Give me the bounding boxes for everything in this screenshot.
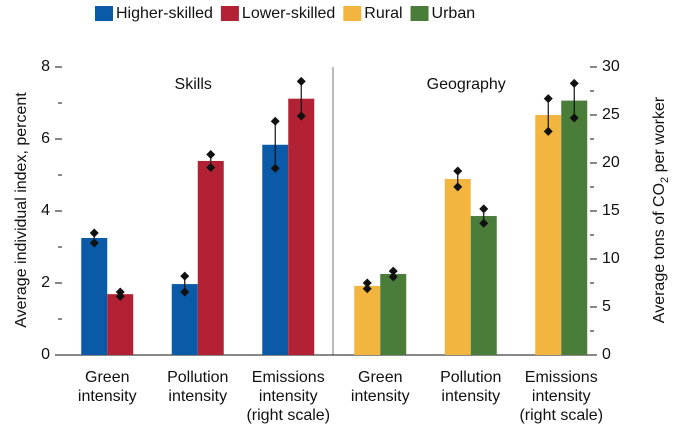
error-cap-low — [569, 113, 579, 123]
y-axis-label: Average individual index, percent — [13, 92, 30, 328]
error-cap-low — [206, 162, 216, 172]
error-cap-low — [362, 284, 372, 294]
bar — [107, 294, 134, 355]
bar — [380, 274, 407, 355]
error-cap-high — [453, 166, 463, 176]
legend-swatch — [343, 6, 362, 21]
error-cap-low — [89, 238, 99, 248]
y2-tick-label: 25 — [602, 106, 620, 123]
x-tick-label: intensity — [351, 388, 410, 405]
error-cap-high — [89, 228, 99, 238]
y-tick-label: 0 — [41, 346, 50, 363]
bar — [535, 115, 562, 355]
legend-label: Urban — [432, 5, 476, 22]
y-tick-label: 4 — [41, 202, 50, 219]
x-tick-label: intensity — [441, 388, 500, 405]
y2-axis-label-subscript: 2 — [659, 177, 671, 183]
error-cap-high — [362, 278, 372, 288]
error-cap-low — [180, 287, 190, 297]
x-tick-label: Emissions — [252, 369, 325, 386]
error-cap-high — [569, 78, 579, 88]
error-cap-high — [479, 204, 489, 214]
error-cap-high — [543, 94, 553, 104]
x-tick-label: Pollution — [167, 369, 228, 386]
x-tick-label: Green — [85, 369, 129, 386]
x-tick-label: Pollution — [440, 369, 501, 386]
x-tick-label: (right scale) — [246, 407, 330, 424]
error-cap-low — [115, 291, 125, 301]
bar — [470, 216, 497, 355]
x-tick-label: Emissions — [525, 369, 598, 386]
legend-swatch — [410, 6, 429, 21]
bar — [262, 144, 289, 355]
y-tick-label: 6 — [41, 130, 50, 147]
y2-axis-label: Average tons of CO2 per worker — [651, 96, 671, 323]
x-tick-label: intensity — [532, 388, 591, 405]
y-tick-label: 2 — [41, 274, 50, 291]
y2-tick-label: 30 — [602, 58, 620, 75]
y-tick-label: 8 — [41, 58, 50, 75]
error-cap-low — [453, 182, 463, 192]
y2-tick-label: 20 — [602, 154, 620, 171]
error-cap-high — [270, 116, 280, 126]
x-tick-label: intensity — [78, 388, 137, 405]
legend-label: Rural — [364, 5, 402, 22]
error-cap-low — [296, 111, 306, 121]
error-cap-low — [270, 163, 280, 173]
legend-label: Higher-skilled — [116, 5, 213, 22]
bar — [444, 178, 471, 355]
error-cap-low — [479, 218, 489, 228]
error-cap-high — [388, 266, 398, 276]
bar — [354, 285, 381, 355]
legend-label: Lower-skilled — [242, 5, 335, 22]
bar — [561, 100, 588, 355]
panel-title: Geography — [427, 76, 506, 93]
panel-title: Skills — [175, 76, 212, 93]
legend-swatch — [220, 6, 239, 21]
x-tick-label: intensity — [259, 388, 318, 405]
bar — [81, 238, 108, 355]
error-cap-high — [296, 76, 306, 86]
x-tick-label: Green — [358, 369, 402, 386]
error-cap-low — [543, 126, 553, 136]
legend-swatch — [95, 6, 113, 21]
error-cap-low — [388, 272, 398, 282]
error-cap-high — [180, 271, 190, 281]
bar — [288, 98, 315, 356]
y2-tick-label: 15 — [602, 202, 620, 219]
y2-tick-label: 5 — [602, 298, 611, 315]
error-cap-high — [206, 149, 216, 159]
x-tick-label: (right scale) — [519, 407, 603, 424]
y2-axis-label-suffix: per worker — [651, 96, 668, 177]
y2-axis-label-text: Average tons of CO — [651, 183, 668, 323]
bar — [197, 160, 224, 355]
y2-tick-label: 10 — [602, 250, 620, 267]
y2-tick-label: 0 — [602, 346, 611, 363]
x-tick-label: intensity — [168, 388, 227, 405]
